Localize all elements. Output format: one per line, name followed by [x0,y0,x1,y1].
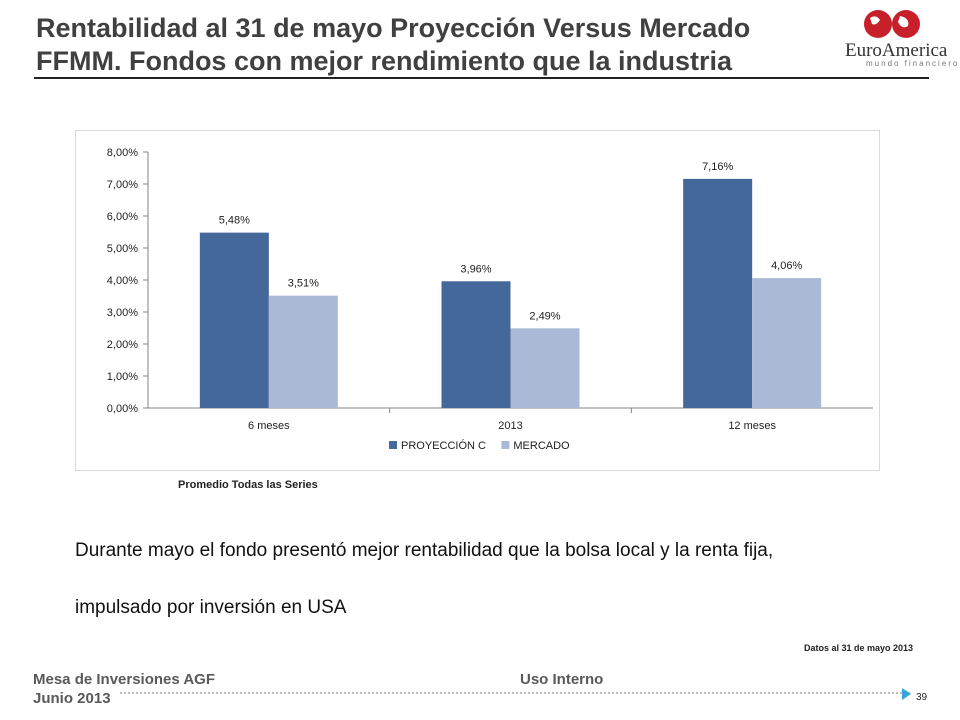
data-label: 4,06% [771,260,802,272]
page-number: 39 [916,692,928,703]
chart-container: 0,00% 1,00% 2,00% 3,00% 4,00% 5,00% 6,00% 7,00%… [75,130,880,471]
data-label: 7,16% [702,161,733,173]
bar-proyeccion [199,232,269,408]
y-tick-label: 5,00% [107,243,138,255]
bar-mercado [752,278,822,408]
chart-caption: Promedio Todas las Series [178,479,318,491]
slide-title: Rentabilidad al 31 de mayo Proyección Ve… [36,13,751,76]
logo-globe-left-icon [864,10,892,38]
bar-mercado [268,295,338,408]
footer-date: Junio 2013 [33,690,111,707]
bar-mercado [510,328,580,408]
x-tick-label: 2013 [498,420,522,432]
y-tick-label: 2,00% [107,339,138,351]
y-tick-label: 1,00% [107,371,138,383]
legend-label: PROYECCIÓN C [401,439,486,452]
legend-swatch [501,441,510,449]
data-label: 5,48% [219,215,250,227]
bar-proyeccion [683,178,753,408]
y-tick-label: 3,00% [107,307,138,319]
data-label: 2,49% [529,310,560,322]
y-tick-label: 4,00% [107,275,138,287]
logo-name: EuroAmerica [845,40,948,61]
x-tick-label: 12 meses [728,420,776,432]
bar-proyeccion [441,281,511,408]
y-tick-label: 0,00% [107,403,138,415]
y-tick-label: 7,00% [107,179,138,191]
data-label: 3,96% [460,263,491,275]
footer-classification: Uso Interno [520,671,604,688]
body-text-line-2: impulsado por inversión en USA [75,597,347,618]
footer-arrow-icon [902,688,911,700]
body-text-line-1: Durante mayo el fondo presentó mejor ren… [75,540,774,561]
y-tick-label: 8,00% [107,147,138,159]
legend-label: MERCADO [513,440,570,452]
data-label: 3,51% [288,278,319,290]
legend-swatch [389,441,397,449]
logo-tagline: mundo financiero [866,59,960,68]
title-underline [34,77,929,79]
footer-department: Mesa de Inversiones AGF [33,671,216,688]
footer-dotted-line [120,692,910,694]
data-date-note: Datos al 31 de mayo 2013 [804,643,914,653]
bar-chart: 0,00% 1,00% 2,00% 3,00% 4,00% 5,00% 6,00% 7,00%… [107,147,873,452]
y-tick-label: 6,00% [107,211,138,223]
euroamerica-logo-icon [864,10,920,38]
x-tick-label: 6 meses [248,420,290,432]
